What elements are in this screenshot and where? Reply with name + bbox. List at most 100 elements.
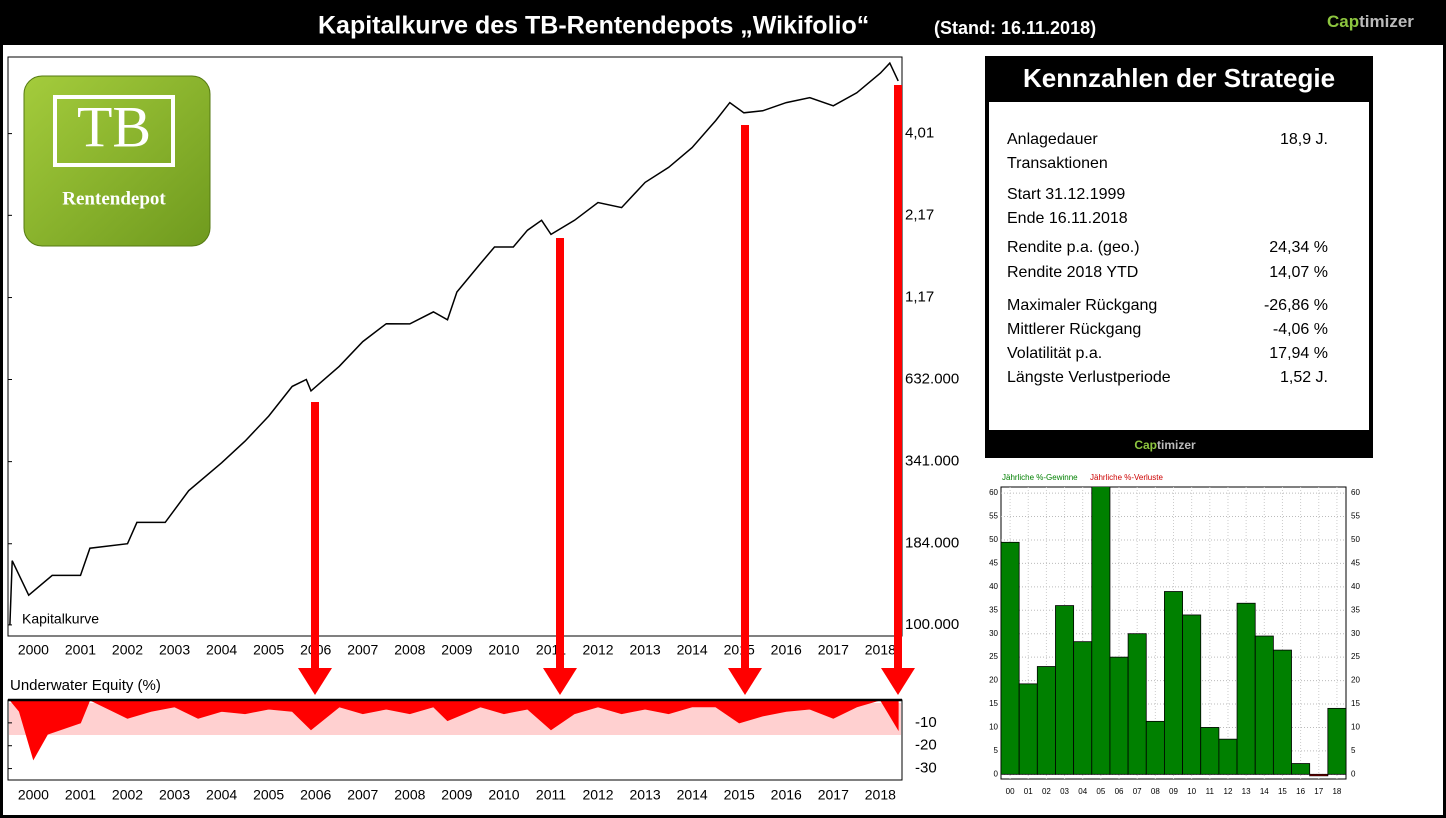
x-tick-label: 2013 bbox=[630, 787, 661, 803]
x-tick-label: 07 bbox=[1133, 787, 1142, 796]
legend-entry: Jährliche %-Verluste bbox=[1090, 473, 1163, 482]
y2-tick-label: 50 bbox=[1351, 535, 1360, 544]
bar bbox=[1309, 773, 1329, 777]
kz-value: -26,86 % bbox=[1264, 297, 1328, 314]
x-tick-label: 03 bbox=[1060, 787, 1069, 796]
logo-mark: TB bbox=[77, 94, 151, 159]
x-tick-label: 16 bbox=[1296, 787, 1305, 796]
y2-tick-label: 10 bbox=[1351, 723, 1360, 732]
kz-label: Längste Verlustperiode bbox=[1007, 369, 1171, 386]
x-tick-label: 01 bbox=[1024, 787, 1033, 796]
x-tick-label: 2001 bbox=[65, 787, 96, 803]
x-tick-label: 00 bbox=[1006, 787, 1015, 796]
arrow-head bbox=[881, 668, 915, 695]
x-tick-label: 2004 bbox=[206, 787, 237, 803]
kz-label: Maximaler Rückgang bbox=[1007, 297, 1157, 314]
x-tick-label: 13 bbox=[1242, 787, 1251, 796]
kz-value: -4,06 % bbox=[1273, 321, 1328, 338]
x-tick-label: 2007 bbox=[347, 787, 378, 803]
bar bbox=[1254, 635, 1274, 775]
arrow-head bbox=[728, 668, 762, 695]
x-tick-label: 2003 bbox=[159, 642, 190, 658]
x-tick-label: 11 bbox=[1206, 787, 1215, 796]
kz-value: 17,94 % bbox=[1269, 345, 1328, 362]
equity-line bbox=[9, 61, 899, 625]
x-tick-label: 18 bbox=[1332, 787, 1341, 796]
kz-label: Start 31.12.1999 bbox=[1007, 186, 1125, 203]
x-tick-label: 2007 bbox=[347, 642, 378, 658]
y-tick-label: 20 bbox=[989, 676, 998, 685]
brand: Captimizer bbox=[1327, 12, 1414, 31]
y-tick-label: 2,17 bbox=[905, 206, 934, 223]
x-tick-label: 2016 bbox=[771, 642, 802, 658]
x-tick-label: 2006 bbox=[300, 787, 331, 803]
x-tick-label: 2009 bbox=[441, 787, 472, 803]
x-tick-label: 2005 bbox=[253, 787, 284, 803]
kz-title: Kennzahlen der Strategie bbox=[1023, 63, 1335, 93]
x-tick-label: 2010 bbox=[488, 787, 519, 803]
x-tick-label: 05 bbox=[1096, 787, 1105, 796]
y-tick-label: 632.000 bbox=[905, 370, 959, 387]
x-tick-label: 2017 bbox=[818, 642, 849, 658]
logo-frame bbox=[53, 95, 175, 167]
kz-label: Ende 16.11.2018 bbox=[1007, 210, 1128, 227]
kz-footer: Captimizer bbox=[1134, 438, 1196, 452]
y-tick-label: 4,01 bbox=[905, 125, 934, 142]
y-tick-label: 25 bbox=[989, 652, 998, 661]
x-tick-label: 2012 bbox=[582, 787, 613, 803]
x-tick-label: 2012 bbox=[582, 642, 613, 658]
bar bbox=[1001, 541, 1020, 775]
y-tick-label: 40 bbox=[989, 582, 998, 591]
x-tick-label: 2001 bbox=[65, 642, 96, 658]
bar bbox=[1327, 707, 1346, 775]
y-tick-label: 50 bbox=[989, 535, 998, 544]
x-tick-label: 02 bbox=[1042, 787, 1051, 796]
bar bbox=[1218, 738, 1238, 775]
y-tick-label: -10 bbox=[915, 714, 937, 731]
x-tick-label: 2010 bbox=[488, 642, 519, 658]
bar bbox=[1018, 683, 1038, 775]
logo-text: Rentendepot bbox=[62, 188, 166, 209]
box: Kennzahlen der Strategie Captimizer bbox=[985, 56, 1373, 458]
y-tick-label: 100.000 bbox=[905, 616, 959, 633]
kz-label: Rendite p.a. (geo.) bbox=[1007, 239, 1140, 256]
x-tick-label: 2015 bbox=[724, 642, 755, 658]
kz-label: Anlagedauer bbox=[1007, 131, 1098, 148]
y2-tick-label: 60 bbox=[1351, 488, 1360, 497]
bar bbox=[1036, 666, 1056, 775]
x-tick-label: 2014 bbox=[677, 642, 708, 658]
x-tick-label: 2000 bbox=[18, 642, 49, 658]
x-tick-label: 2003 bbox=[159, 787, 190, 803]
uw-title: Underwater Equity (%) bbox=[10, 677, 161, 694]
kz-footer-b: timizer bbox=[1157, 438, 1196, 452]
bar bbox=[1182, 614, 1202, 775]
x-tick-label: 06 bbox=[1115, 787, 1124, 796]
bar bbox=[1127, 633, 1147, 775]
x-tick-label: 12 bbox=[1224, 787, 1233, 796]
x-tick-label: 2002 bbox=[112, 642, 143, 658]
y2-tick-label: 20 bbox=[1351, 676, 1360, 685]
arrow-head bbox=[298, 668, 332, 695]
kz-value: 24,34 % bbox=[1269, 239, 1328, 256]
arrow-head bbox=[543, 668, 577, 695]
x-tick-label: 08 bbox=[1151, 787, 1160, 796]
kz-value: 18,9 J. bbox=[1280, 131, 1328, 148]
logo: TB Rentendepot bbox=[23, 75, 211, 247]
kz-footer-a: Cap bbox=[1134, 438, 1157, 452]
brand-b: timizer bbox=[1359, 12, 1414, 31]
y2-tick-label: 45 bbox=[1351, 559, 1360, 568]
y-tick-label: 184.000 bbox=[905, 535, 959, 552]
y2-tick-label: 35 bbox=[1351, 605, 1360, 614]
brand-a: Cap bbox=[1327, 12, 1359, 31]
y-tick-label: 341.000 bbox=[905, 453, 959, 470]
y-tick-label: 15 bbox=[989, 699, 998, 708]
logo-box bbox=[23, 75, 211, 247]
subtitle: (Stand: 16.11.2018) bbox=[934, 18, 1096, 38]
x-tick-label: 2016 bbox=[771, 787, 802, 803]
arrow-shaft bbox=[556, 238, 564, 670]
y-tick-label: 55 bbox=[989, 512, 998, 521]
arrows bbox=[298, 85, 915, 695]
kz-label: Volatilität p.a. bbox=[1007, 345, 1102, 362]
x-tick-label: 2009 bbox=[441, 642, 472, 658]
